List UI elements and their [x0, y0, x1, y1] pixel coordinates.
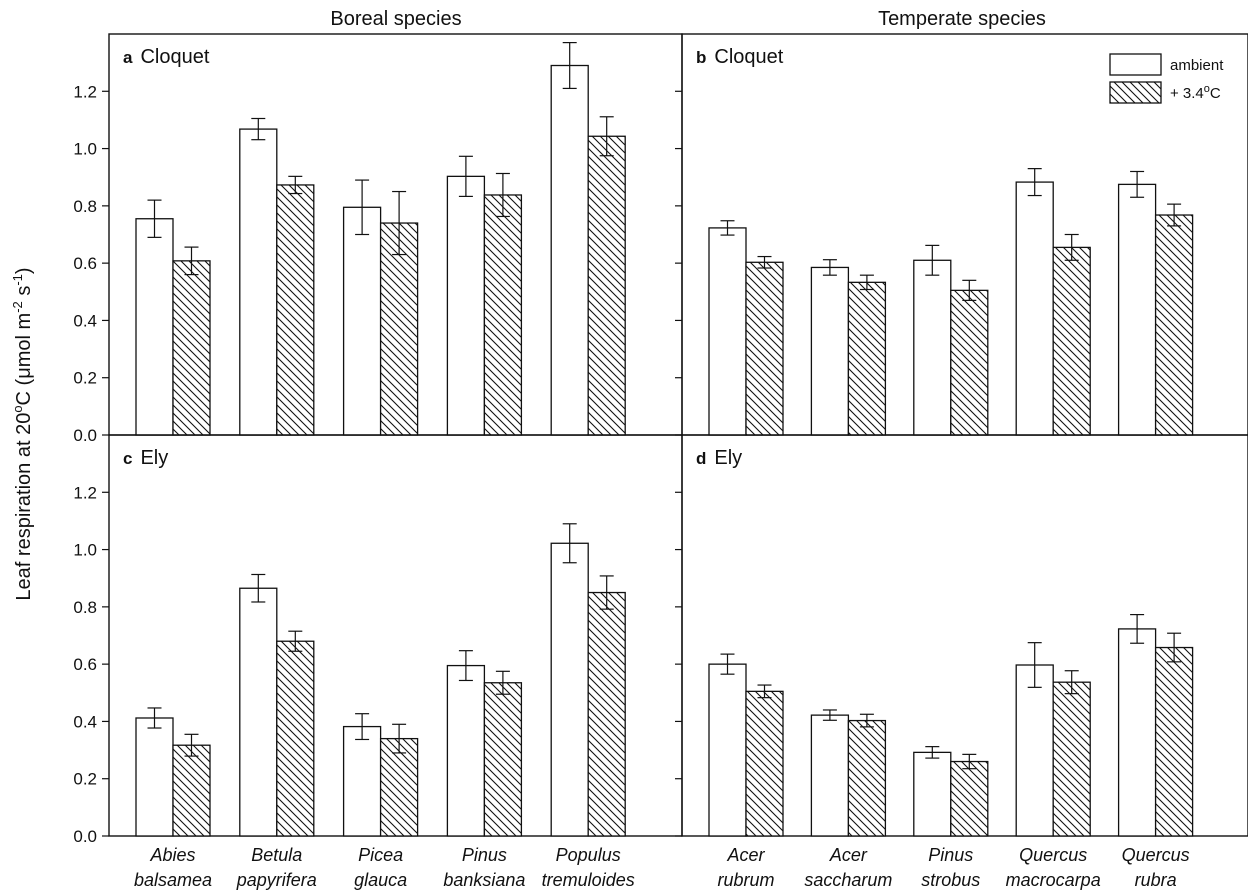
bar-a-ambient: [135, 218, 174, 436]
bar-a-warmed: [587, 135, 626, 436]
category-label: Quercus: [1122, 845, 1190, 865]
y-tick-label: 0.8: [73, 598, 97, 617]
y-tick-label: 1.0: [73, 140, 97, 159]
panel-d-label: d Ely: [696, 447, 742, 469]
legend-swatch-warmed: [1109, 81, 1162, 104]
y-tick-label: 0.2: [73, 770, 97, 789]
bar-c-ambient: [135, 717, 174, 837]
bar-b-warmed: [1154, 214, 1194, 436]
bar-d-warmed: [847, 719, 887, 837]
legend-label-warmed: + 3.4oC: [1170, 83, 1221, 102]
y-tick-label: 0.6: [73, 254, 97, 273]
bar-d-ambient: [708, 663, 747, 837]
bar-a-ambient: [239, 128, 278, 436]
bar-a-warmed: [276, 184, 315, 436]
panel-b: b Cloquet: [675, 33, 1248, 436]
bar-c-ambient: [239, 587, 278, 837]
category-label: Acer: [726, 845, 765, 865]
bar-a-warmed: [379, 222, 419, 436]
y-tick-label: 0.2: [73, 369, 97, 388]
category-label: glauca: [354, 870, 407, 890]
y-tick-label: 0.0: [73, 426, 97, 445]
bar-b-warmed: [745, 261, 784, 436]
bar-c-ambient: [550, 542, 589, 837]
category-label: rubra: [1135, 870, 1177, 890]
bar-d-warmed: [950, 760, 989, 837]
y-tick-label: 1.2: [73, 483, 97, 502]
bar-b-warmed: [1052, 246, 1091, 436]
bar-d-ambient: [1117, 628, 1157, 837]
bar-d-ambient: [913, 751, 952, 837]
y-tick-label: 1.2: [73, 82, 97, 101]
category-label: rubrum: [717, 870, 774, 890]
bar-c-ambient: [342, 725, 382, 837]
panel-b-label: b Cloquet: [696, 46, 784, 68]
bar-b-ambient: [810, 266, 850, 436]
y-tick-label: 0.4: [73, 712, 97, 731]
legend-swatch-ambient: [1109, 53, 1162, 76]
bar-d-warmed: [1052, 681, 1091, 837]
legend-label-ambient: ambient: [1170, 57, 1224, 74]
category-label: banksiana: [443, 870, 525, 890]
panel-a: 0.0 0.2 0.4 0.6 0.8 1.0 1.2 a Cloquet: [73, 33, 683, 445]
y-tick-label: 0.8: [73, 197, 97, 216]
bar-b-warmed: [950, 289, 989, 436]
bar-d-warmed: [745, 690, 784, 837]
category-label: Pinus: [462, 845, 507, 865]
category-label: Picea: [358, 845, 403, 865]
y-axis-label: Leaf respiration at 20oC (μmol m-2 s-1): [10, 267, 35, 600]
chart-panels: 0.0 0.2 0.4 0.6 0.8 1.0 1.2 a Cloquet b Cloquet 0.0…: [73, 33, 1248, 890]
category-label: saccharum: [804, 870, 892, 890]
category-label: papyrifera: [236, 870, 317, 890]
category-label: tremuloides: [542, 870, 635, 890]
y-tick-label: 1.0: [73, 541, 97, 560]
category-label: Acer: [829, 845, 868, 865]
category-label: Abies: [149, 845, 195, 865]
bar-a-ambient: [550, 64, 589, 436]
category-label: macrocarpa: [1006, 870, 1101, 890]
bar-d-ambient: [810, 714, 850, 837]
category-label: strobus: [921, 870, 980, 890]
panel-c-label: c Ely: [123, 447, 168, 469]
bar-b-ambient: [913, 259, 952, 436]
bar-a-ambient: [342, 206, 382, 436]
y-tick-label: 0.6: [73, 655, 97, 674]
bar-c-warmed: [276, 640, 315, 837]
panel-c: 0.0 0.2 0.4 0.6 0.8 1.0 1.2 c Ely Abies balsamea Be…: [73, 434, 683, 890]
panel-d: d Ely Acer rubrum Acer saccharum Pinus strobus Q…: [675, 434, 1248, 890]
bar-c-ambient: [446, 664, 486, 837]
bar-c-warmed: [172, 744, 211, 837]
bar-c-warmed: [483, 682, 523, 837]
bar-d-ambient: [1015, 664, 1054, 837]
bar-a-warmed: [483, 194, 523, 436]
y-tick-label: 0.4: [73, 311, 97, 330]
bar-b-ambient: [1015, 181, 1054, 436]
temperate-column-title: Temperate species: [878, 8, 1046, 30]
category-label: Populus: [556, 845, 621, 865]
bar-d-warmed: [1154, 646, 1194, 837]
legend: ambient + 3.4oC: [1109, 53, 1224, 104]
bar-b-ambient: [708, 227, 747, 436]
bar-a-warmed: [172, 260, 211, 436]
panel-a-label: a Cloquet: [123, 46, 210, 68]
bar-c-warmed: [379, 737, 419, 837]
bar-c-warmed: [587, 591, 626, 837]
bar-a-ambient: [446, 175, 486, 436]
boreal-column-title: Boreal species: [330, 8, 461, 30]
bar-b-warmed: [847, 281, 887, 436]
category-label: balsamea: [134, 870, 212, 890]
category-label: Pinus: [928, 845, 973, 865]
y-tick-label: 0.0: [73, 827, 97, 846]
category-label: Betula: [251, 845, 302, 865]
bar-b-ambient: [1117, 183, 1157, 436]
category-label: Quercus: [1019, 845, 1087, 865]
